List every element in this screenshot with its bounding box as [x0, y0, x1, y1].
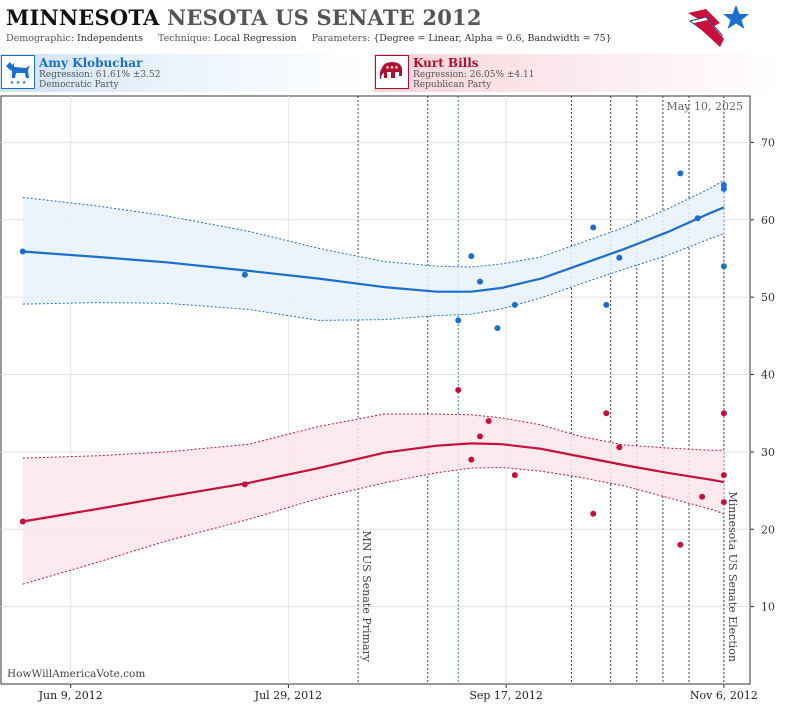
- y-tick-label: 30: [761, 446, 775, 459]
- y-tick-label: 60: [761, 214, 775, 227]
- poll-point: [468, 456, 475, 463]
- y-tick-label: 10: [761, 601, 775, 614]
- y-tick-label: 20: [761, 523, 775, 536]
- x-tick-label: Nov 6, 2012: [690, 689, 758, 702]
- parameters-label: Parameters:: [311, 33, 371, 44]
- poll-point: [590, 510, 597, 517]
- poll-point: [455, 387, 462, 393]
- candidate-party: Democratic Party: [39, 80, 119, 90]
- x-tick-label: Jul 29, 2012: [254, 689, 323, 702]
- poll-point: [19, 518, 26, 525]
- site-credit: HowWillAmericaVote.com: [7, 668, 146, 680]
- event-label: MN US Senate Primary: [360, 531, 373, 663]
- poll-point: [677, 170, 684, 177]
- event-label: Minnesota US Senate Election: [726, 492, 739, 662]
- title-state: MINNESOTA: [6, 5, 160, 30]
- poll-point: [468, 253, 475, 260]
- donkey-icon: ★ ★ ★: [1, 55, 35, 89]
- poll-point: [511, 301, 518, 308]
- confidence-band: [22, 414, 724, 585]
- band-upper-line: [22, 179, 725, 268]
- band-upper-line: [22, 413, 724, 459]
- poll-point: [720, 263, 727, 270]
- poll-chart: 10 20 30 40 50 60 70 Jun 9, 2012 Jul 29, 2012 Sep…: [0, 95, 775, 702]
- poll-point: [603, 410, 610, 417]
- poll-point: [241, 481, 248, 488]
- x-tick-label: Sep 17, 2012: [469, 689, 543, 702]
- poll-point: [720, 410, 727, 417]
- poll-point: [694, 215, 701, 222]
- elephant-icon: ★★★: [375, 55, 409, 89]
- candidate-name: Kurt Bills: [413, 56, 479, 70]
- poll-point: [494, 325, 501, 332]
- poll-point: [511, 472, 518, 479]
- poll-point: [616, 444, 623, 451]
- subtitle: Demographic: Independents Technique: Loc…: [6, 33, 612, 44]
- technique-value: Local Regression: [213, 33, 297, 44]
- poll-point: [616, 254, 623, 261]
- technique-label: Technique:: [158, 33, 211, 44]
- poll-point: [720, 472, 727, 479]
- poll-point: [241, 271, 248, 278]
- y-tick-label: 50: [761, 291, 775, 304]
- svg-text:★★★: ★★★: [385, 65, 399, 71]
- confidence-band: [22, 180, 724, 321]
- demographic-label: Demographic:: [6, 33, 75, 44]
- band-lower-line: [22, 233, 725, 321]
- candidate-name: Amy Klobuchar: [39, 56, 143, 70]
- y-tick-label: 70: [761, 136, 775, 149]
- plot-frame: [0, 95, 751, 685]
- candidate-card-rep: ★★★ Kurt Bills Regression: 26.05% ±4.11 …: [374, 54, 784, 92]
- y-tick-label: 40: [761, 369, 775, 382]
- poll-point: [477, 278, 484, 285]
- demographic-value: Independents: [77, 33, 143, 44]
- poll-point: [720, 499, 727, 506]
- trend-line: [22, 206, 725, 293]
- poll-point: [477, 433, 484, 440]
- poll-point: [19, 248, 26, 255]
- title-rest: NESOTA US SENATE 2012: [167, 5, 482, 30]
- candidate-regression: Regression: 26.05% ±4.11: [413, 70, 535, 80]
- candidate-party: Republican Party: [413, 80, 492, 90]
- candidate-regression: Regression: 61.61% ±3.52: [39, 70, 161, 80]
- parameters-value: {Degree = Linear, Alpha = 0.6, Bandwidth…: [373, 33, 612, 44]
- poll-point: [677, 541, 684, 548]
- svg-text:★ ★ ★: ★ ★ ★: [10, 80, 27, 86]
- poll-point: [699, 493, 706, 500]
- poll-point: [485, 417, 492, 424]
- poll-point: [720, 185, 727, 192]
- poll-point: [590, 224, 597, 231]
- candidate-card-dem: ★ ★ ★ Amy Klobuchar Regression: 61.61% ±…: [0, 54, 370, 92]
- trend-line: [22, 442, 725, 523]
- page-title: MINNESOTA NESOTA US SENATE 2012: [6, 5, 482, 30]
- x-tick-label: Jun 9, 2012: [38, 689, 103, 702]
- date-stamp: May 10, 2025: [666, 100, 743, 113]
- poll-point: [455, 317, 462, 324]
- star-flag-logo-icon: [686, 3, 750, 49]
- poll-point: [603, 301, 610, 308]
